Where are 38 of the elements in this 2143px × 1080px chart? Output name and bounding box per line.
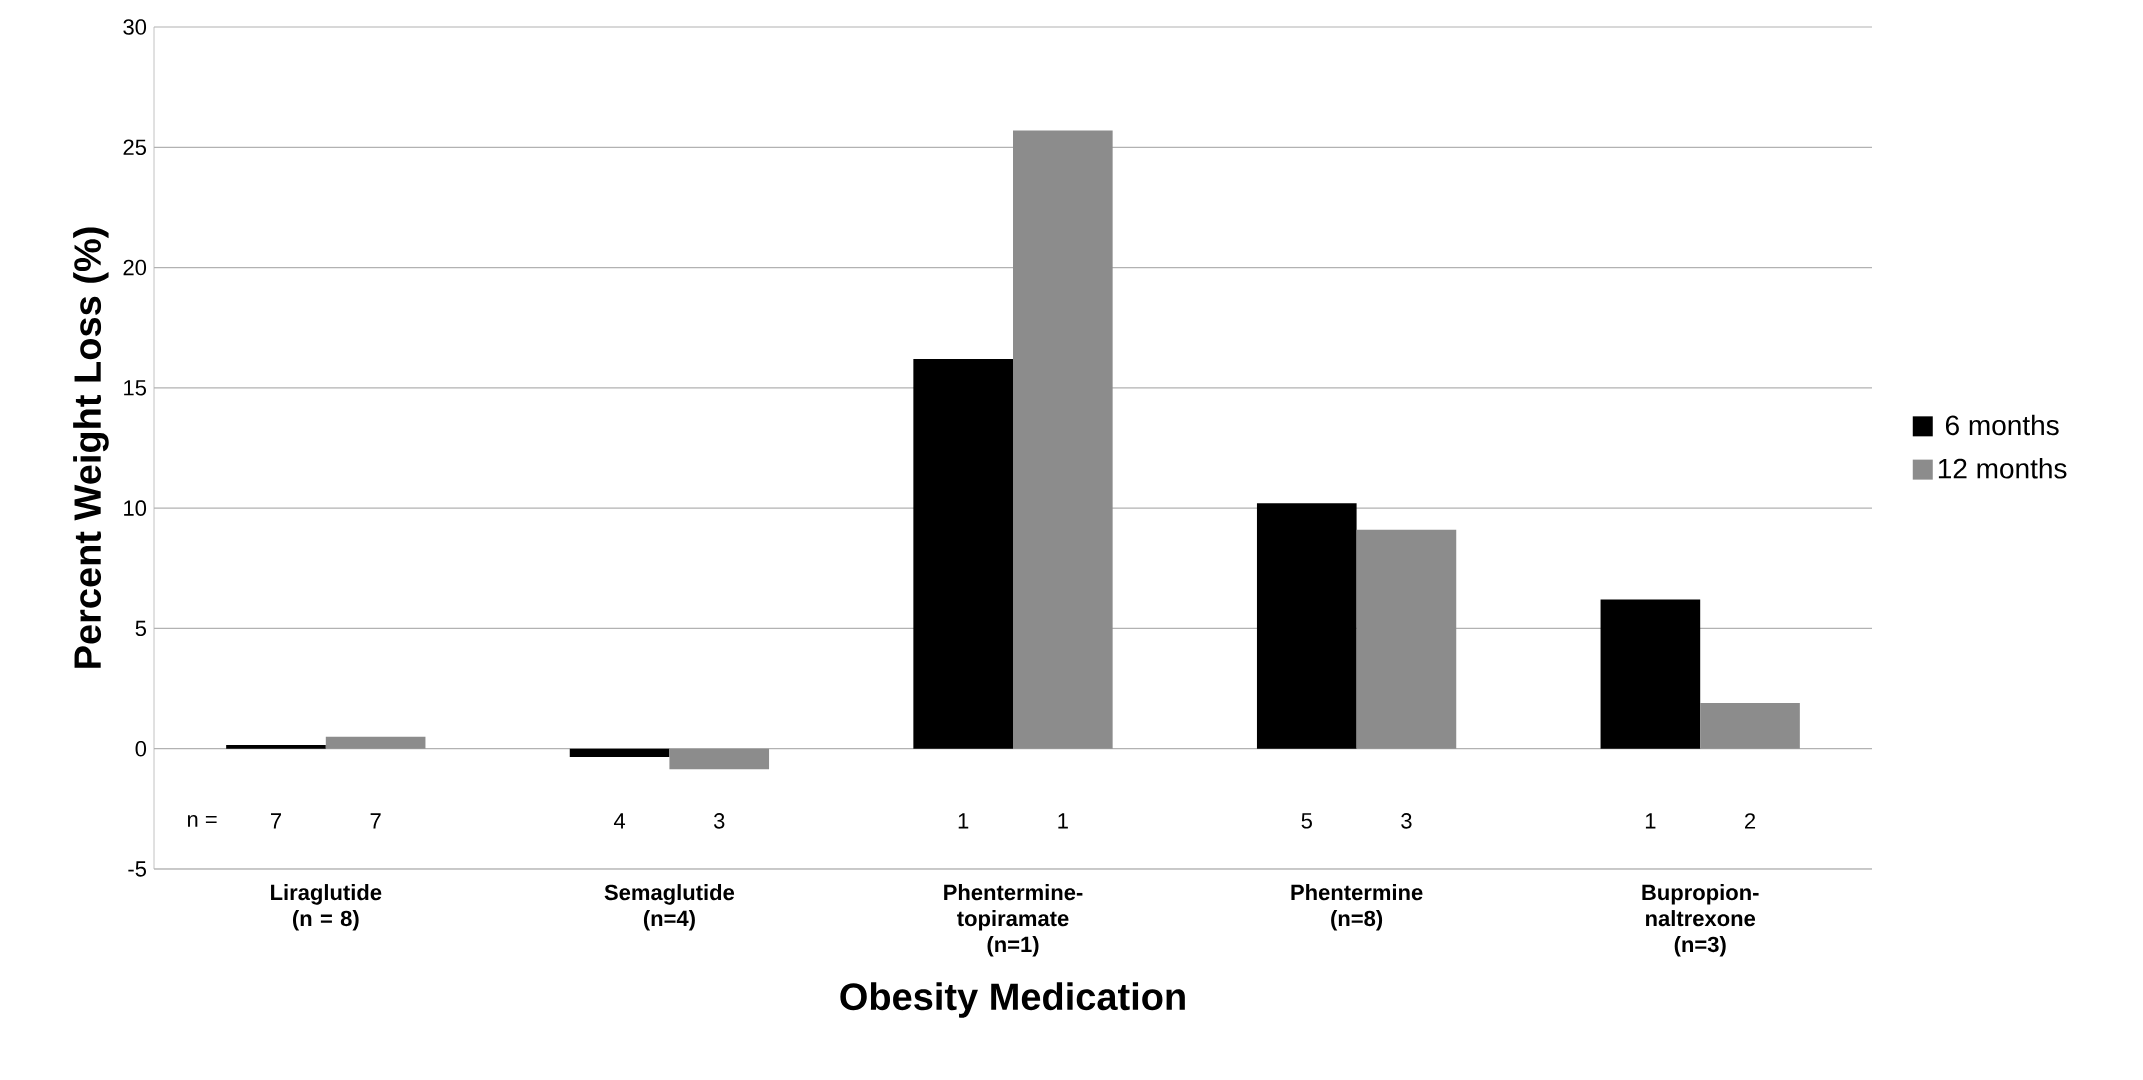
y-tick-label: 25 (123, 139, 146, 156)
bar (1700, 702, 1800, 749)
x-axis-title: Obesity Medication (840, 982, 1185, 1018)
x-tick-label: Bupropion-naltrexone (n=3) (1642, 884, 1759, 957)
x-tick-label: Semaglutide (n=4) (604, 884, 735, 931)
y-tick-label: -5 (128, 861, 146, 877)
annotation: 2 (1745, 813, 1756, 829)
y-tick-label: 10 (124, 500, 147, 516)
x-tick-label: Phentermine-topiramate (n=1) (944, 884, 1083, 957)
y-axis-title: Percent Weight Loss (%) (73, 227, 109, 668)
annotation: 1 (958, 813, 969, 829)
bar (1600, 599, 1701, 749)
annotation: 3 (1401, 813, 1412, 829)
y-tick-label: 30 (123, 19, 147, 35)
y-tick-label: 5 (135, 620, 146, 637)
bar (1256, 503, 1357, 749)
bar (569, 748, 670, 758)
annotation: 7 (271, 813, 281, 829)
legend-label: 12 months (1938, 457, 2067, 479)
annotation: n = (187, 814, 217, 827)
annotation: 1 (1645, 813, 1656, 829)
annotation: 7 (370, 813, 381, 829)
legend-label: 6 months (1945, 414, 2059, 436)
y-tick-label: 20 (123, 259, 147, 276)
annotation: 4 (613, 813, 626, 829)
bar (1013, 130, 1113, 749)
x-tick-label: Phentermine (n=8) (1291, 884, 1423, 931)
y-tick-label: 15 (124, 380, 146, 396)
bar (1356, 529, 1457, 749)
annotation: 5 (1301, 813, 1312, 829)
bar (669, 748, 770, 770)
y-tick-label: 0 (135, 740, 147, 757)
annotation: 3 (713, 813, 725, 829)
bar (226, 745, 326, 749)
bar (913, 358, 1013, 749)
bar (325, 736, 426, 749)
annotation: 1 (1058, 813, 1068, 829)
x-tick-label: Liraglutide (n = 8) (271, 884, 382, 931)
